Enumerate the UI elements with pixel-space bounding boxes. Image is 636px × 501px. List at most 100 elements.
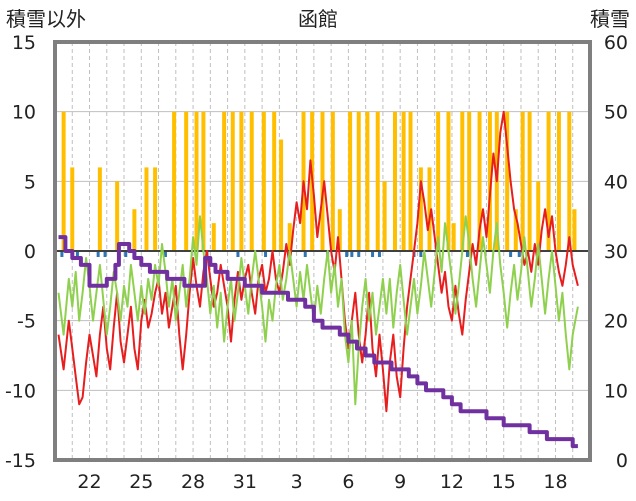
precip-bar bbox=[365, 111, 370, 252]
x-tick-label: 31 bbox=[233, 471, 257, 493]
x-tick-label: 28 bbox=[181, 471, 205, 493]
x-tick-label: 9 bbox=[394, 471, 406, 493]
precip-bar bbox=[230, 111, 235, 252]
precip-bar bbox=[61, 111, 66, 252]
precip-bar bbox=[392, 111, 397, 252]
negative-mark bbox=[377, 251, 381, 257]
y-axis-left-label: 積雪以外 bbox=[6, 7, 86, 31]
precip-bar bbox=[97, 167, 102, 251]
negative-mark bbox=[163, 251, 167, 257]
negative-mark bbox=[75, 251, 79, 257]
negative-mark bbox=[264, 251, 268, 257]
negative-mark bbox=[419, 251, 423, 257]
precip-bar bbox=[546, 111, 551, 252]
precip-bar bbox=[330, 111, 335, 252]
precip-bar bbox=[320, 111, 325, 252]
precip-bar bbox=[556, 111, 561, 252]
y-axis-right-ticks: 60 50 40 30 20 10 0 bbox=[604, 32, 628, 472]
precip-bar bbox=[115, 181, 120, 251]
precip-bar bbox=[211, 223, 216, 251]
series-lines bbox=[57, 110, 579, 449]
y-left-tick-label: -10 bbox=[5, 380, 36, 402]
y-left-tick-label: 15 bbox=[12, 32, 36, 54]
precip-bar bbox=[172, 111, 177, 252]
precip-bar bbox=[279, 139, 284, 251]
negative-mark bbox=[96, 251, 100, 257]
precip-bar bbox=[239, 111, 244, 252]
y-left-tick-label: 0 bbox=[24, 241, 36, 263]
negative-mark bbox=[303, 251, 307, 257]
chart-title: 函館 bbox=[298, 7, 338, 31]
y-left-tick-label: 10 bbox=[12, 102, 36, 124]
precip-bar bbox=[572, 209, 577, 251]
precip-bar bbox=[153, 167, 158, 251]
precip-bar bbox=[467, 111, 472, 252]
precip-bar bbox=[520, 111, 525, 252]
series-line-temperature bbox=[57, 110, 579, 413]
precip-bar bbox=[261, 111, 266, 252]
y-left-tick-label: -15 bbox=[5, 450, 36, 472]
x-tick-label: 6 bbox=[342, 471, 354, 493]
precip-bar bbox=[222, 111, 227, 252]
precip-bar bbox=[356, 111, 361, 252]
precip-bar bbox=[287, 223, 292, 251]
precip-bar bbox=[567, 111, 572, 252]
precip-bar bbox=[337, 209, 342, 251]
x-tick-label: 22 bbox=[77, 471, 101, 493]
x-tick-label: 15 bbox=[492, 471, 516, 493]
negative-mark bbox=[465, 251, 469, 257]
y-right-tick-label: 10 bbox=[604, 380, 628, 402]
y-right-tick-label: 40 bbox=[604, 171, 628, 193]
negative-mark bbox=[350, 251, 354, 257]
negative-mark bbox=[357, 251, 361, 257]
precip-bar bbox=[505, 111, 510, 252]
precip-bar bbox=[446, 111, 451, 252]
y-right-tick-label: 20 bbox=[604, 311, 628, 333]
precip-bar bbox=[382, 181, 387, 251]
precip-bar bbox=[527, 111, 532, 252]
precip-bar bbox=[201, 111, 206, 252]
negative-mark bbox=[60, 251, 64, 257]
x-tick-label: 25 bbox=[129, 471, 153, 493]
precip-bar bbox=[70, 167, 75, 251]
precip-bar bbox=[184, 111, 189, 252]
x-axis-ticks: 22 25 28 31 3 6 9 12 15 18 bbox=[77, 471, 567, 493]
negative-mark bbox=[517, 251, 521, 257]
precip-bar bbox=[144, 167, 149, 251]
y-axis-left-ticks: 15 10 5 0 -5 -10 -15 bbox=[5, 32, 36, 472]
precip-bar bbox=[272, 111, 277, 252]
precip-bar bbox=[132, 209, 137, 251]
x-tick-label: 18 bbox=[543, 471, 567, 493]
precip-bar bbox=[477, 111, 482, 252]
precip-bar bbox=[487, 111, 492, 252]
y-right-tick-label: 0 bbox=[616, 450, 628, 472]
precip-bar bbox=[513, 209, 518, 251]
precip-bar bbox=[436, 111, 441, 252]
precip-bar bbox=[460, 111, 465, 252]
precip-bar bbox=[408, 111, 413, 252]
negative-mark bbox=[509, 251, 513, 257]
precip-bar bbox=[401, 111, 406, 252]
precip-bar bbox=[427, 167, 432, 251]
precip-bar bbox=[451, 223, 456, 251]
negative-mark bbox=[103, 251, 107, 257]
plot-frame bbox=[53, 40, 592, 462]
negative-mark bbox=[236, 251, 240, 257]
precip-bar bbox=[194, 111, 199, 252]
negative-mark bbox=[124, 251, 128, 257]
y-right-tick-label: 30 bbox=[604, 241, 628, 263]
y-left-tick-label: 5 bbox=[24, 171, 36, 193]
precip-bar bbox=[348, 111, 353, 252]
y-axis-right-label: 積雪 bbox=[590, 7, 630, 31]
negative-mark bbox=[345, 251, 349, 257]
series-line-snow_depth bbox=[58, 235, 578, 449]
x-tick-label: 3 bbox=[291, 471, 303, 493]
y-right-tick-label: 60 bbox=[604, 32, 628, 54]
precip-bar bbox=[375, 111, 380, 252]
precip-bar bbox=[536, 181, 541, 251]
y-left-tick-label: -5 bbox=[17, 311, 36, 333]
precip-bar bbox=[418, 167, 423, 251]
y-right-tick-label: 50 bbox=[604, 102, 628, 124]
x-tick-label: 12 bbox=[440, 471, 464, 493]
